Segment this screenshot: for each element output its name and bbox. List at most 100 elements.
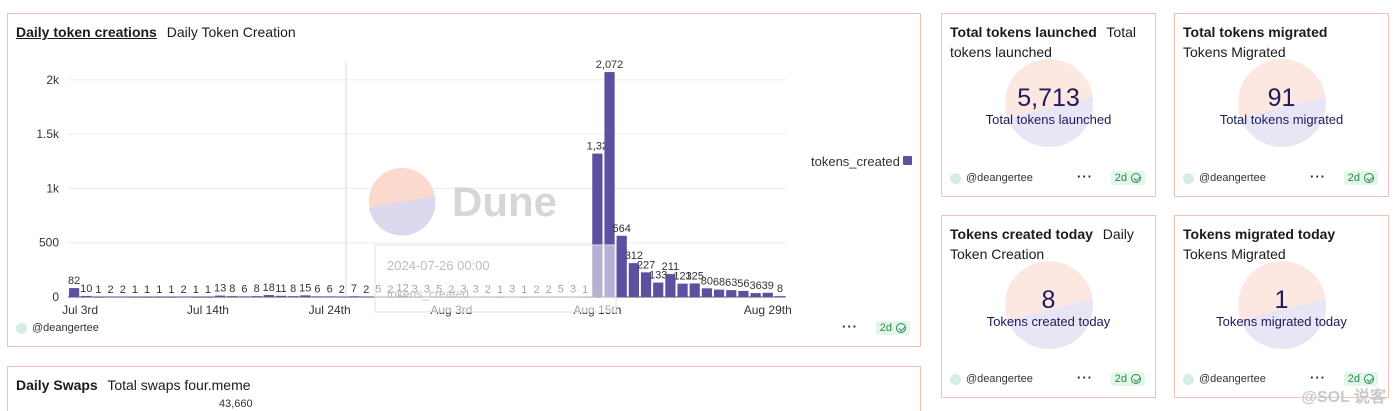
bar[interactable] [141, 296, 153, 298]
bar-data-label: 211 [662, 261, 680, 273]
avatar [1183, 172, 1194, 184]
bar[interactable] [239, 296, 250, 298]
age-badge: 2d [1343, 372, 1378, 386]
bar-data-label: 13 [214, 283, 226, 295]
bar[interactable] [275, 295, 287, 297]
tooltip-date: 2024-07-26 00:00 [387, 258, 490, 273]
bar-data-label: 8 [229, 283, 235, 295]
bar[interactable] [154, 296, 165, 298]
bar[interactable] [312, 296, 323, 298]
card-header: Total tokens launched Total tokens launc… [950, 22, 1147, 62]
bar[interactable] [251, 296, 262, 297]
bar[interactable] [300, 295, 311, 297]
counter-label: Tokens migrated today [1216, 314, 1347, 329]
y-tick-label: 1.5k [36, 127, 60, 141]
card-title[interactable]: Tokens migrated today [1183, 226, 1336, 242]
bar[interactable] [628, 263, 639, 297]
check-circle-icon [1364, 374, 1374, 384]
bar-data-label: 2 [339, 284, 345, 296]
bar[interactable] [640, 272, 652, 297]
bar[interactable] [129, 296, 141, 298]
card-subtitle: Total tokens launched [950, 24, 1136, 60]
author-tag[interactable]: @deangertee [1183, 172, 1266, 184]
bar[interactable] [68, 288, 80, 297]
counter-label: Tokens created today [986, 314, 1111, 329]
author-tag[interactable]: @deangertee [16, 322, 99, 334]
bar-data-label: 1 [193, 284, 199, 296]
more-options-icon[interactable]: ··· [1310, 370, 1326, 385]
bar-data-label: 1 [144, 284, 150, 296]
counter-value: 91 [1267, 84, 1296, 112]
card-subtitle: Tokens Migrated [1183, 44, 1286, 60]
bar[interactable] [215, 295, 226, 297]
bar[interactable] [202, 296, 214, 298]
more-options-icon[interactable]: ··· [1077, 370, 1093, 385]
counter-label: Total tokens launched [985, 112, 1112, 127]
bar[interactable] [324, 296, 335, 298]
author-tag[interactable]: @deangertee [950, 172, 1033, 184]
bar[interactable] [348, 296, 360, 298]
avatar [950, 172, 961, 184]
counter-card-migrated-today: Tokens migrated today Tokens Migrated 1 … [1174, 215, 1389, 398]
bar[interactable] [361, 296, 372, 298]
bar[interactable] [227, 296, 238, 297]
bar[interactable] [190, 296, 201, 298]
bar-data-label: 227 [637, 259, 655, 271]
bar[interactable] [263, 295, 274, 297]
y-tick-label: 0 [52, 290, 59, 304]
age-badge: 2d [1110, 372, 1145, 386]
bar-data-label: 6 [327, 283, 333, 295]
bar[interactable] [288, 296, 299, 297]
bar[interactable] [93, 296, 104, 298]
bar[interactable] [750, 293, 761, 297]
swaps-title[interactable]: Daily Swaps [16, 377, 98, 393]
counter-card-total-migrated: Total tokens migrated Tokens Migrated 91… [1174, 13, 1389, 197]
bar[interactable] [616, 235, 627, 297]
bar[interactable] [665, 274, 676, 297]
bar[interactable] [653, 282, 664, 297]
bar[interactable] [738, 290, 749, 297]
x-tick-label: Aug 29th [744, 303, 792, 317]
author-tag[interactable]: @deangertee [950, 373, 1033, 385]
bar[interactable] [701, 288, 713, 297]
bar[interactable] [592, 153, 603, 297]
bar[interactable] [81, 295, 92, 297]
counter-background [1237, 59, 1326, 147]
bar[interactable] [117, 296, 128, 298]
corner-watermark: @SOL 说客 [1301, 389, 1386, 406]
bar[interactable] [762, 292, 773, 297]
card-title[interactable]: Total tokens launched [950, 24, 1097, 40]
bar[interactable] [105, 296, 116, 298]
legend-swatch [903, 156, 912, 165]
bar-data-label: 68 [713, 277, 725, 289]
card-title[interactable]: Total tokens migrated [1183, 24, 1328, 40]
bar[interactable] [166, 296, 177, 298]
counter-value: 1 [1274, 286, 1289, 314]
chart-title[interactable]: Daily token creations [16, 24, 157, 40]
card-subtitle: Daily Token Creation [950, 226, 1134, 262]
bar[interactable] [336, 296, 347, 298]
tooltip-value: 1 [595, 287, 602, 301]
more-options-icon[interactable]: ··· [1310, 169, 1326, 184]
x-tick-label: Jul 14th [187, 303, 229, 317]
card-title[interactable]: Tokens created today [950, 226, 1093, 242]
bar-data-label: 1 [132, 284, 138, 296]
bar[interactable] [604, 72, 615, 297]
card-subtitle: Tokens Migrated [1183, 246, 1286, 262]
more-options-icon[interactable]: ··· [842, 319, 858, 334]
bar[interactable] [178, 296, 189, 298]
bar[interactable] [726, 290, 737, 297]
counter-background [1237, 261, 1326, 349]
bar[interactable] [677, 283, 688, 297]
bar-data-label: 1 [156, 284, 162, 296]
bar[interactable] [713, 289, 725, 297]
author-tag[interactable]: @deangertee [1183, 373, 1266, 385]
avatar [950, 373, 961, 385]
bar[interactable] [774, 296, 786, 297]
bar[interactable] [689, 283, 700, 297]
chart-legend[interactable]: tokens_created [811, 154, 912, 169]
more-options-icon[interactable]: ··· [1077, 169, 1093, 184]
check-circle-icon [1364, 173, 1374, 183]
x-tick-label: Jul 3rd [62, 303, 98, 317]
